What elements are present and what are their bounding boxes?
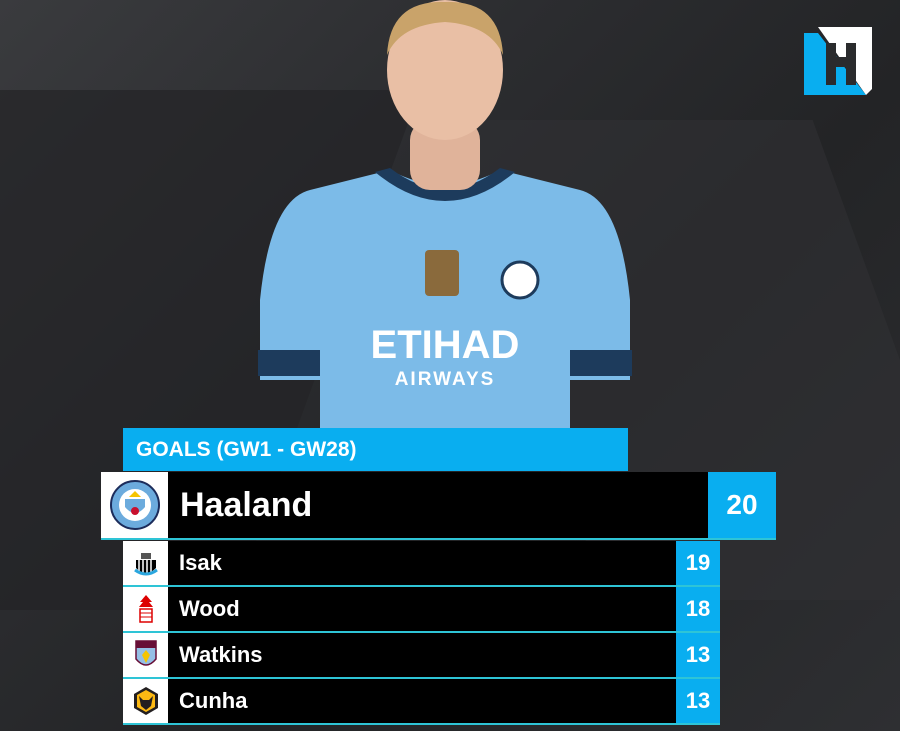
aston-villa-crest-icon [123,633,168,677]
player-name: Cunha [168,679,676,723]
player-photo: ETIHAD AIRWAYS [258,0,632,470]
wolves-crest-icon [123,679,168,723]
player-name: Isak [168,541,676,585]
leader-name: Haaland [168,472,708,538]
player-goals: 13 [676,679,720,723]
player-name: Watkins [168,633,676,677]
shirt-sponsor: ETIHAD [371,323,520,367]
player-goals: 18 [676,587,720,631]
table-row: Isak 19 [123,541,720,587]
table-row: Wood 18 [123,587,720,633]
table-header: GOALS (GW1 - GW28) [123,428,628,471]
player-goals: 13 [676,633,720,677]
brand-logo-icon [804,27,872,95]
table-row: Cunha 13 [123,679,720,725]
manchester-city-crest-icon [101,472,168,538]
player-name: Wood [168,587,676,631]
nottingham-forest-crest-icon [123,587,168,631]
leader-goals: 20 [708,472,776,538]
leader-row: Haaland 20 [101,472,776,540]
table-row: Watkins 13 [123,633,720,679]
player-goals: 19 [676,541,720,585]
newcastle-crest-icon [123,541,168,585]
shirt-sponsor-sub: AIRWAYS [395,369,496,390]
